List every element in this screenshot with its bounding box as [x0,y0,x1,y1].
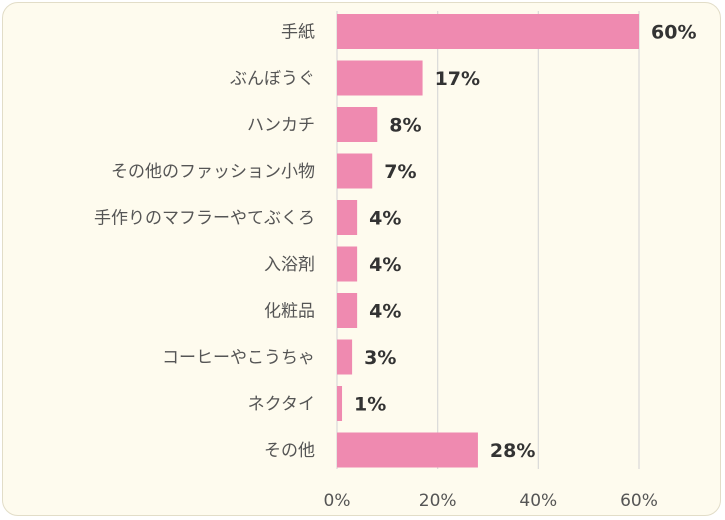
bar [337,386,343,421]
category-label: その他 [264,441,315,461]
bar [337,60,423,96]
x-axis-tick-labels: 0% 20% 40% 60% [324,491,658,511]
x-tick-label: 60% [620,491,658,511]
data-label: 8% [389,115,421,137]
category-label: コーヒーやこうちゃ [162,348,315,368]
bars [337,14,639,468]
x-tick-label: 20% [419,491,457,511]
bar [337,246,358,282]
data-label: 4% [369,208,401,230]
data-label: 4% [369,301,401,323]
category-label: 手作りのマフラーやてぶくろ [94,209,315,229]
bar [337,432,478,468]
data-label: 60% [651,22,696,44]
data-label: 7% [384,161,416,183]
category-label: ネクタイ [248,395,315,415]
category-label: 入浴剤 [264,255,315,275]
category-label: その他のファッション小物 [111,162,315,182]
category-label: ぶんぼうぐ [230,69,315,89]
category-label: ハンカチ [247,116,315,136]
bar [337,200,358,235]
data-label: 4% [369,254,401,276]
bar [337,153,373,189]
category-labels: 手紙ぶんぼうぐハンカチその他のファッション小物手作りのマフラーやてぶくろ入浴剤化… [94,23,315,462]
data-label: 3% [364,347,396,369]
x-tick-label: 40% [519,491,557,511]
data-label: 1% [354,394,386,416]
bar [337,293,358,328]
bar [337,107,378,142]
category-label: 手紙 [281,23,315,43]
data-label: 28% [490,440,535,462]
bar [337,14,639,49]
x-tick-label: 0% [324,491,351,511]
bar [337,339,353,375]
value-labels: 60% 17% 8% 7% 4% 4% 4% 3% 1% 28% [354,22,696,463]
category-label: 化粧品 [264,302,315,322]
data-label: 17% [435,68,480,90]
